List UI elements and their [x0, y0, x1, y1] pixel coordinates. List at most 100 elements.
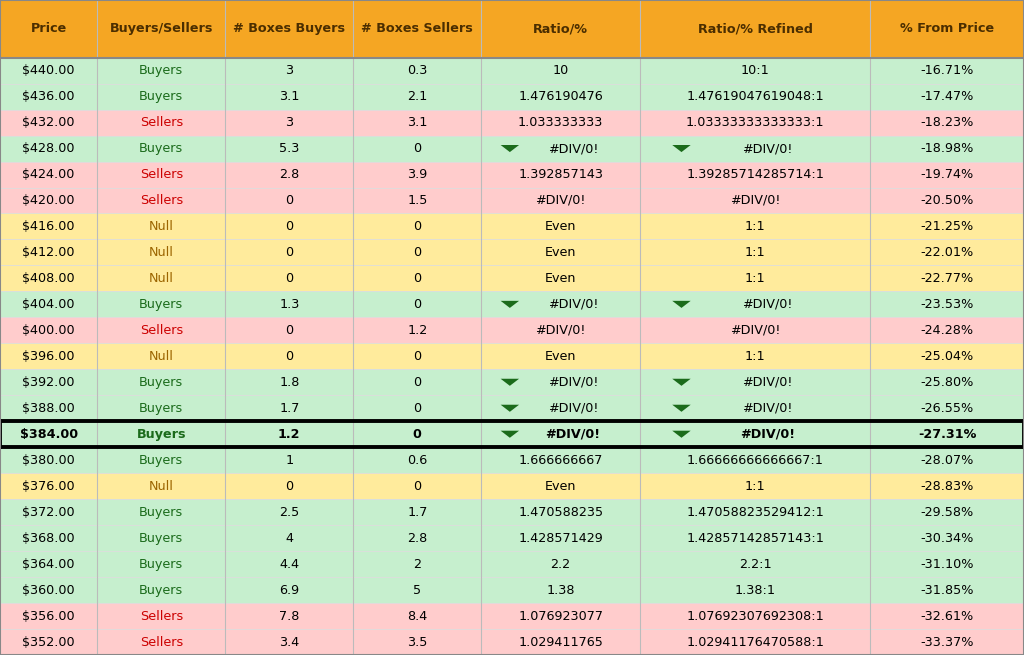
Bar: [97, 0, 225, 58]
Bar: [353, 0, 481, 58]
Bar: [97, 369, 225, 395]
Text: -30.34%: -30.34%: [921, 532, 974, 544]
Bar: [870, 291, 1024, 318]
Text: -21.25%: -21.25%: [921, 220, 974, 233]
Bar: [481, 629, 640, 655]
Text: Even: Even: [545, 479, 577, 493]
Text: 4.4: 4.4: [280, 557, 299, 571]
Bar: [870, 603, 1024, 629]
Text: 1.428571429: 1.428571429: [518, 532, 603, 544]
Text: $372.00: $372.00: [23, 506, 75, 519]
Text: 1.39285714285714:1: 1.39285714285714:1: [686, 168, 824, 181]
Bar: [481, 473, 640, 499]
Polygon shape: [501, 145, 519, 152]
Text: 0: 0: [414, 142, 421, 155]
Bar: [353, 603, 481, 629]
Bar: [870, 525, 1024, 551]
Text: Sellers: Sellers: [139, 635, 183, 648]
Text: Null: Null: [148, 350, 174, 363]
Bar: [353, 395, 481, 421]
Text: $428.00: $428.00: [23, 142, 75, 155]
Bar: [640, 84, 870, 109]
Text: 3: 3: [286, 64, 293, 77]
Bar: [97, 551, 225, 577]
Text: 2: 2: [414, 557, 421, 571]
Text: -28.83%: -28.83%: [921, 479, 974, 493]
Bar: [0, 421, 97, 447]
Bar: [0, 369, 97, 395]
Text: $404.00: $404.00: [23, 298, 75, 311]
Bar: [225, 343, 353, 369]
Text: $368.00: $368.00: [23, 532, 75, 544]
Text: 0: 0: [413, 428, 422, 441]
Text: -22.01%: -22.01%: [921, 246, 974, 259]
Text: Ratio/%: Ratio/%: [534, 22, 588, 35]
Text: 0.6: 0.6: [408, 454, 427, 467]
Text: 1.033333333: 1.033333333: [518, 116, 603, 129]
Bar: [353, 214, 481, 240]
Text: 3.4: 3.4: [280, 635, 299, 648]
Text: 2.8: 2.8: [408, 532, 427, 544]
Text: Buyers: Buyers: [139, 64, 183, 77]
Text: #DIV/0!: #DIV/0!: [548, 376, 598, 389]
Bar: [481, 421, 640, 447]
Bar: [870, 318, 1024, 343]
Text: Sellers: Sellers: [139, 168, 183, 181]
Bar: [0, 58, 97, 84]
Bar: [353, 291, 481, 318]
Text: 0: 0: [414, 479, 421, 493]
Bar: [870, 136, 1024, 162]
Bar: [225, 369, 353, 395]
Text: 1.66666666666667:1: 1.66666666666667:1: [687, 454, 823, 467]
Bar: [640, 162, 870, 187]
Text: Null: Null: [148, 220, 174, 233]
Bar: [0, 318, 97, 343]
Bar: [353, 629, 481, 655]
Bar: [481, 369, 640, 395]
Text: -27.31%: -27.31%: [918, 428, 977, 441]
Text: 1.38: 1.38: [547, 584, 574, 597]
Text: Even: Even: [545, 246, 577, 259]
Bar: [481, 240, 640, 265]
Bar: [0, 577, 97, 603]
Bar: [97, 473, 225, 499]
Text: -16.71%: -16.71%: [921, 64, 974, 77]
Bar: [353, 551, 481, 577]
Bar: [640, 421, 870, 447]
Text: $356.00: $356.00: [23, 610, 75, 622]
Bar: [640, 395, 870, 421]
Text: Null: Null: [148, 246, 174, 259]
Bar: [225, 603, 353, 629]
Text: Buyers: Buyers: [139, 454, 183, 467]
Text: 3.1: 3.1: [408, 116, 427, 129]
Bar: [640, 136, 870, 162]
Text: 1.470588235: 1.470588235: [518, 506, 603, 519]
Bar: [97, 499, 225, 525]
Bar: [97, 421, 225, 447]
Bar: [0, 109, 97, 136]
Bar: [97, 240, 225, 265]
Text: -25.80%: -25.80%: [921, 376, 974, 389]
Bar: [0, 265, 97, 291]
Bar: [481, 291, 640, 318]
Bar: [0, 84, 97, 109]
Bar: [353, 525, 481, 551]
Bar: [225, 84, 353, 109]
Polygon shape: [501, 405, 519, 412]
Text: Buyers/Sellers: Buyers/Sellers: [110, 22, 213, 35]
Bar: [870, 0, 1024, 58]
Text: #DIV/0!: #DIV/0!: [548, 402, 598, 415]
Text: 1.392857143: 1.392857143: [518, 168, 603, 181]
Text: 1.2: 1.2: [279, 428, 300, 441]
Bar: [481, 343, 640, 369]
Bar: [870, 84, 1024, 109]
Bar: [225, 473, 353, 499]
Bar: [97, 629, 225, 655]
Bar: [640, 187, 870, 214]
Text: Sellers: Sellers: [139, 194, 183, 207]
Text: #DIV/0!: #DIV/0!: [742, 376, 793, 389]
Polygon shape: [672, 145, 690, 152]
Bar: [0, 525, 97, 551]
Text: 1.7: 1.7: [408, 506, 427, 519]
Bar: [481, 499, 640, 525]
